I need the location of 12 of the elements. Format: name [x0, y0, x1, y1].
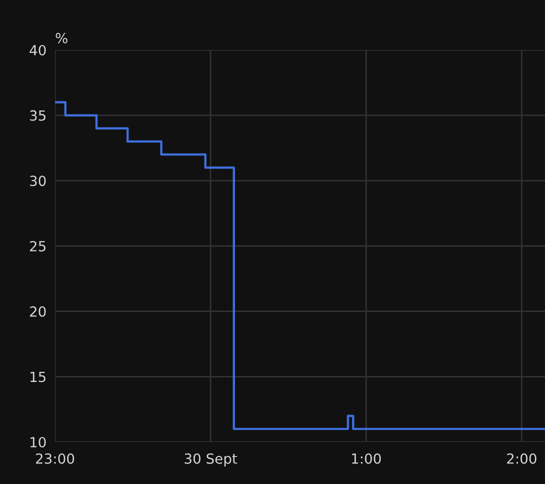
y-axis-title: % — [56, 32, 68, 44]
x-tick-label: 2:00 — [507, 453, 536, 464]
y-tick-label: 35 — [30, 110, 46, 121]
y-tick-label: 15 — [30, 372, 46, 382]
y-tick-label: 30 — [30, 176, 46, 186]
x-tick-label: 30 Sept — [184, 453, 238, 467]
y-tick-label: 40 — [30, 44, 46, 56]
x-tick-label: 23:00 — [36, 453, 74, 464]
y-tick-label: 25 — [30, 240, 46, 252]
x-tick-label: 1:00 — [352, 453, 381, 464]
y-tick-label: 10 — [30, 436, 46, 448]
y-tick-label: 20 — [30, 306, 46, 317]
